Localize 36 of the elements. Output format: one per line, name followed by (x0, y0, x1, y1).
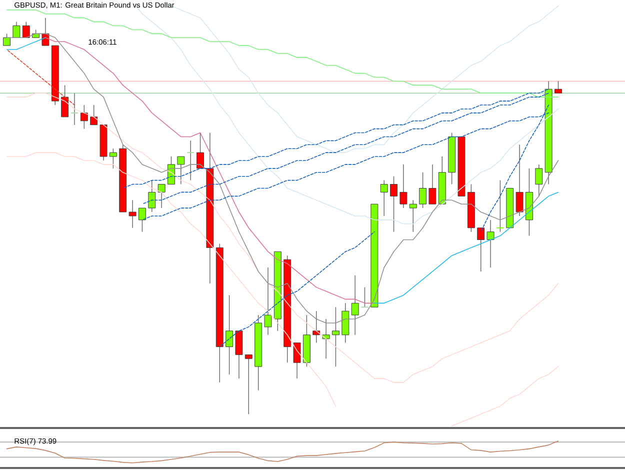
candlestick (380, 180, 388, 216)
candlestick (128, 200, 136, 228)
candlestick (244, 354, 252, 414)
candlestick (477, 228, 485, 272)
candlestick (12, 21, 20, 38)
candlestick (351, 275, 359, 336)
candlestick (226, 294, 234, 375)
candlestick (61, 84, 69, 118)
candlestick (322, 318, 330, 359)
candlestick (332, 306, 340, 367)
candlestick (293, 342, 301, 379)
candlestick (400, 164, 408, 208)
candlestick (80, 104, 88, 130)
candlestick (342, 302, 350, 344)
candlestick (516, 144, 524, 216)
candlestick (186, 140, 195, 181)
candlestick (535, 164, 543, 197)
candlestick (428, 164, 436, 204)
candlestick (109, 148, 117, 169)
candlestick (235, 330, 243, 379)
candlestick (360, 286, 369, 308)
candlestick (90, 104, 98, 126)
candlestick (554, 80, 562, 94)
candlestick (158, 184, 166, 208)
candlestick (419, 172, 427, 208)
candlestick (148, 180, 156, 212)
candlestick (390, 176, 398, 232)
candlestick (22, 21, 30, 38)
candlestick (3, 33, 11, 46)
candlestick (409, 200, 417, 232)
candlestick (138, 208, 146, 232)
candlestick (264, 267, 272, 336)
candlestick (496, 180, 504, 232)
candlestick (177, 156, 185, 185)
candlestick (486, 220, 494, 268)
candlestick (196, 132, 204, 169)
